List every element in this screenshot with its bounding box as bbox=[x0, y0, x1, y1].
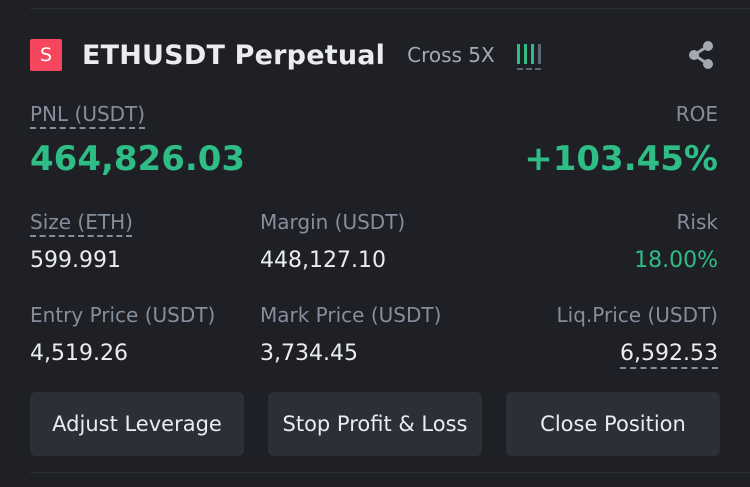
divider-top bbox=[30, 8, 750, 9]
liq-price-value[interactable]: 6,592.53 bbox=[620, 341, 718, 366]
mark-price-value: 3,734.45 bbox=[260, 341, 358, 366]
leverage-bars-icon bbox=[516, 40, 545, 70]
divider-bottom bbox=[30, 472, 750, 473]
leverage-bar bbox=[530, 44, 534, 64]
short-side-badge: S bbox=[30, 39, 62, 71]
share-icon[interactable] bbox=[686, 39, 716, 71]
risk-label: Risk bbox=[676, 210, 718, 234]
entry-price-value: 4,519.26 bbox=[30, 341, 128, 366]
leverage-bar bbox=[523, 44, 527, 64]
risk-value: 18.00% bbox=[634, 248, 718, 273]
leverage-bar bbox=[516, 44, 520, 64]
mark-price-label: Mark Price (USDT) bbox=[260, 303, 442, 327]
margin-label: Margin (USDT) bbox=[260, 210, 406, 234]
roe-value: +103.45% bbox=[524, 139, 718, 179]
pnl-label[interactable]: PNL (USDT) bbox=[30, 102, 146, 126]
adjust-leverage-button[interactable]: Adjust Leverage bbox=[30, 392, 244, 456]
position-header: S ETHUSDT Perpetual Cross 5X bbox=[30, 35, 720, 75]
entry-price-label: Entry Price (USDT) bbox=[30, 303, 216, 327]
leverage-bar bbox=[537, 44, 541, 64]
liq-price-label: Liq.Price (USDT) bbox=[556, 303, 718, 327]
pnl-value: 464,826.03 bbox=[30, 139, 246, 179]
size-value: 599.991 bbox=[30, 248, 121, 273]
symbol-title[interactable]: ETHUSDT Perpetual bbox=[82, 39, 386, 71]
margin-value: 448,127.10 bbox=[260, 248, 386, 273]
margin-mode-label: Cross 5X bbox=[407, 43, 495, 67]
roe-label: ROE bbox=[675, 102, 718, 126]
close-position-button[interactable]: Close Position bbox=[506, 392, 720, 456]
stop-profit-loss-button[interactable]: Stop Profit & Loss bbox=[268, 392, 482, 456]
size-label[interactable]: Size (ETH) bbox=[30, 210, 133, 234]
